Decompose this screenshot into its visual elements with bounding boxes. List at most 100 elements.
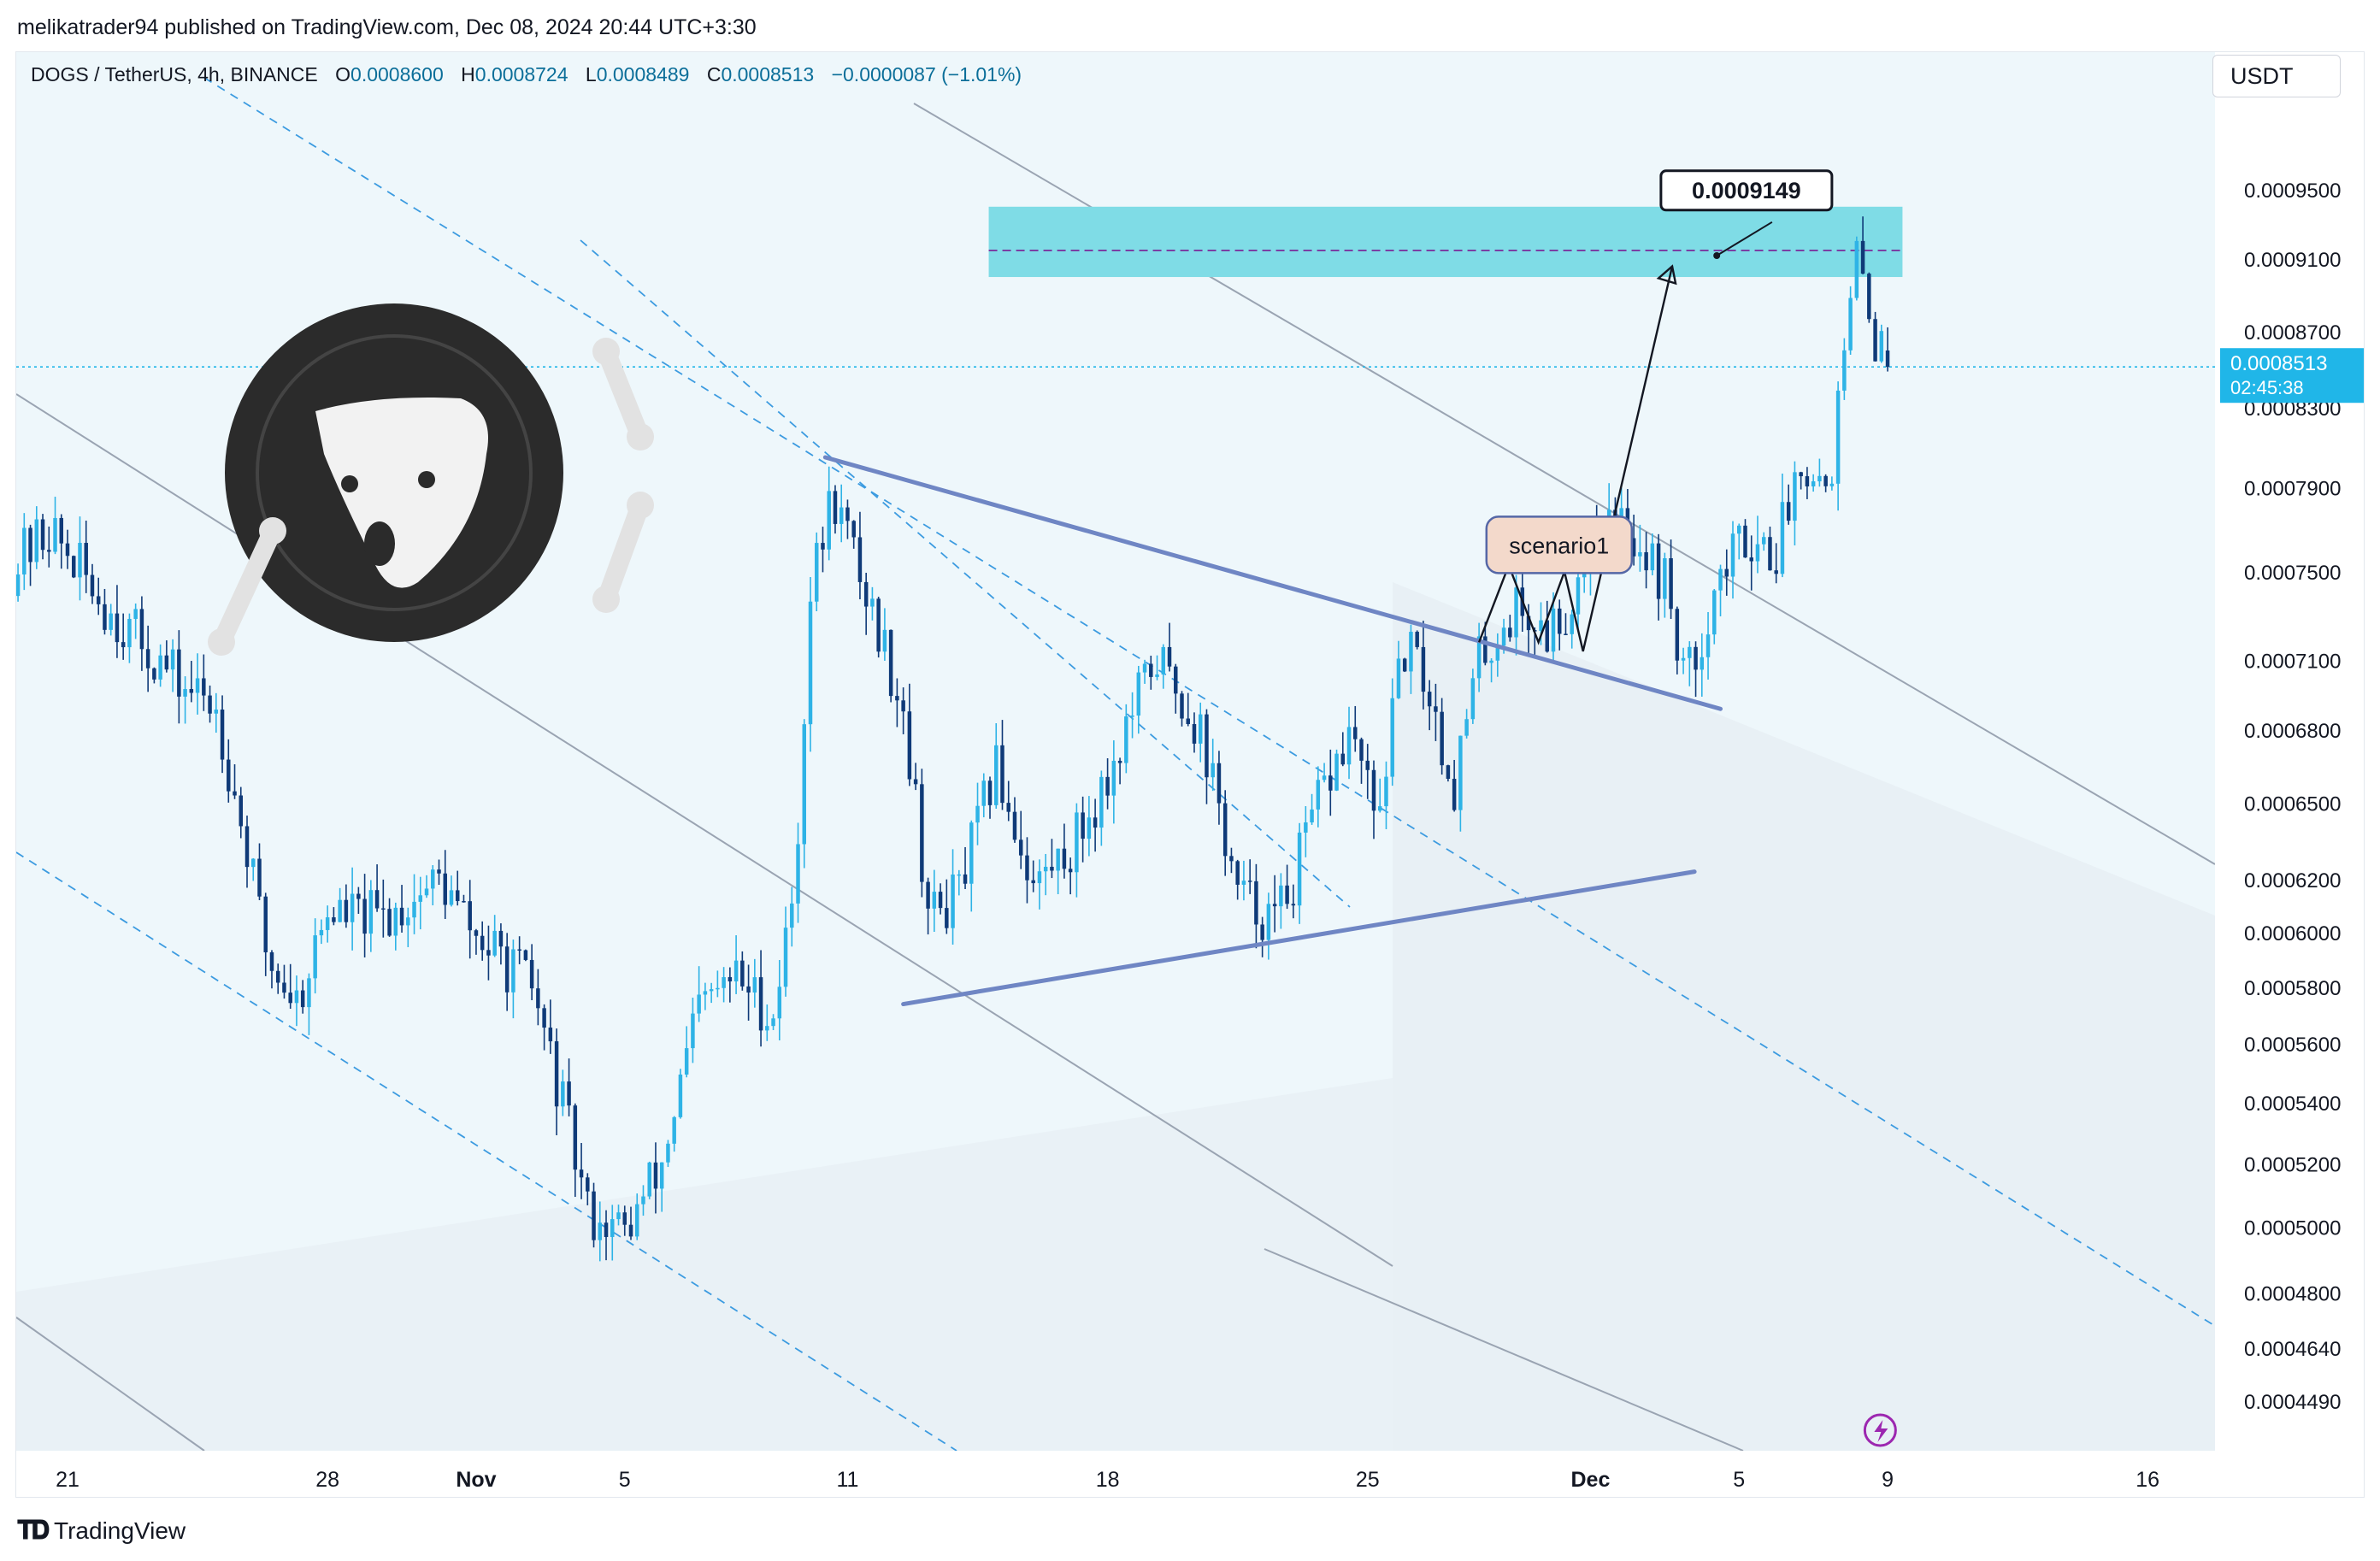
candle-body <box>1489 660 1493 663</box>
tradingview-footer[interactable]: 𝐓𝐃 TradingView <box>17 1517 186 1546</box>
candle <box>945 879 949 934</box>
candle-body <box>1470 678 1476 720</box>
candle-body <box>628 1224 633 1237</box>
candle <box>827 466 831 561</box>
candle <box>1576 568 1581 630</box>
candle-body <box>1241 881 1246 885</box>
candle <box>1328 749 1333 816</box>
candle-body <box>412 901 416 918</box>
x-tick-label: Dec <box>1571 1468 1611 1492</box>
candle-body <box>1272 904 1277 907</box>
candle <box>987 776 993 819</box>
candle-body <box>1359 739 1364 761</box>
candle <box>53 497 57 555</box>
y-tick-label: 0.0005800 <box>2244 977 2341 1000</box>
candle-body <box>313 935 317 979</box>
chart-canvas[interactable]: scenario1 0.0009149 0.0009500 0.0009100 0.0… <box>16 52 2365 1498</box>
candle-body <box>1068 869 1073 873</box>
candle-body <box>282 982 286 993</box>
dog-mouth <box>364 521 395 566</box>
candle-body <box>517 949 521 951</box>
currency-button[interactable]: USDT <box>2212 55 2341 97</box>
candle <box>1365 744 1370 799</box>
scenario-label: scenario1 <box>1509 533 1609 558</box>
x-tick-label: 18 <box>1096 1468 1120 1492</box>
candle <box>1737 523 1741 560</box>
candle-body <box>542 1008 546 1028</box>
symbol-label[interactable]: DOGS / TetherUS, 4h, BINANCE <box>31 63 318 85</box>
candle-body <box>338 899 342 922</box>
candle <box>957 869 962 896</box>
candle <box>177 630 181 724</box>
lightning-bolt <box>1874 1420 1888 1442</box>
x-tick-label: 9 <box>1882 1468 1894 1492</box>
candle-body <box>486 950 491 956</box>
candle <box>431 865 435 906</box>
candle <box>771 1014 775 1030</box>
candle-body <box>1334 753 1339 791</box>
candle-body <box>1663 558 1667 599</box>
candle <box>647 1161 651 1199</box>
candle-body <box>888 629 893 697</box>
candle-body <box>1848 297 1853 350</box>
price-tag-bg <box>2220 348 2364 404</box>
candle <box>641 1185 645 1216</box>
candle <box>913 763 918 791</box>
candle-body <box>300 990 305 1008</box>
candle-body <box>1149 663 1153 677</box>
open-label: O <box>335 63 351 85</box>
candle-body <box>275 970 280 983</box>
candle-body <box>1495 645 1500 661</box>
candle-body <box>777 987 782 1019</box>
candle <box>1322 763 1327 783</box>
candle-body <box>746 986 751 993</box>
candle <box>777 960 782 1041</box>
candle <box>486 925 491 981</box>
candle <box>1353 705 1358 752</box>
candle-body <box>381 908 386 910</box>
y-tick-label: 0.0004800 <box>2244 1283 2341 1306</box>
candle-body <box>208 695 212 714</box>
open-value: 0.0008600 <box>351 63 444 85</box>
candle <box>833 485 838 534</box>
candle <box>1730 521 1735 599</box>
x-tick-label: 11 <box>836 1468 858 1492</box>
candle-body <box>462 901 466 903</box>
candle-body <box>1291 904 1296 906</box>
candle-body <box>913 779 918 785</box>
candle <box>920 769 924 898</box>
chart-area[interactable]: scenario1 0.0009149 0.0009500 0.0009100 0.0… <box>15 51 2365 1498</box>
candle-body <box>1050 866 1054 871</box>
candle <box>1458 735 1463 832</box>
candle <box>109 604 113 636</box>
candle <box>1718 564 1723 616</box>
axes: 0.00095000.00091000.00087000.00083000.00… <box>16 52 2364 1497</box>
candle <box>1446 764 1451 782</box>
bone-end <box>592 338 620 365</box>
candle-body <box>1774 570 1778 574</box>
candle-body <box>220 710 225 760</box>
candle-body <box>554 1041 559 1107</box>
candle <box>1805 467 1810 499</box>
candle-body <box>1136 672 1141 716</box>
candle-body <box>969 822 974 884</box>
candle-body <box>59 517 64 544</box>
candle-body <box>1235 861 1240 885</box>
candle-body <box>356 893 361 899</box>
candle <box>969 820 974 912</box>
candle <box>1786 484 1791 525</box>
candle-body <box>1434 706 1438 712</box>
candle <box>604 1210 609 1261</box>
candle-body <box>1823 475 1828 486</box>
candle-body <box>474 930 479 936</box>
candle <box>1823 474 1828 492</box>
candle <box>1359 737 1364 784</box>
candle <box>133 603 138 639</box>
high-label: H <box>461 63 475 85</box>
candle-body <box>536 988 540 1009</box>
candle <box>870 586 875 621</box>
candle <box>412 874 416 934</box>
candle-body <box>1304 822 1308 833</box>
candle-body <box>1545 620 1550 652</box>
